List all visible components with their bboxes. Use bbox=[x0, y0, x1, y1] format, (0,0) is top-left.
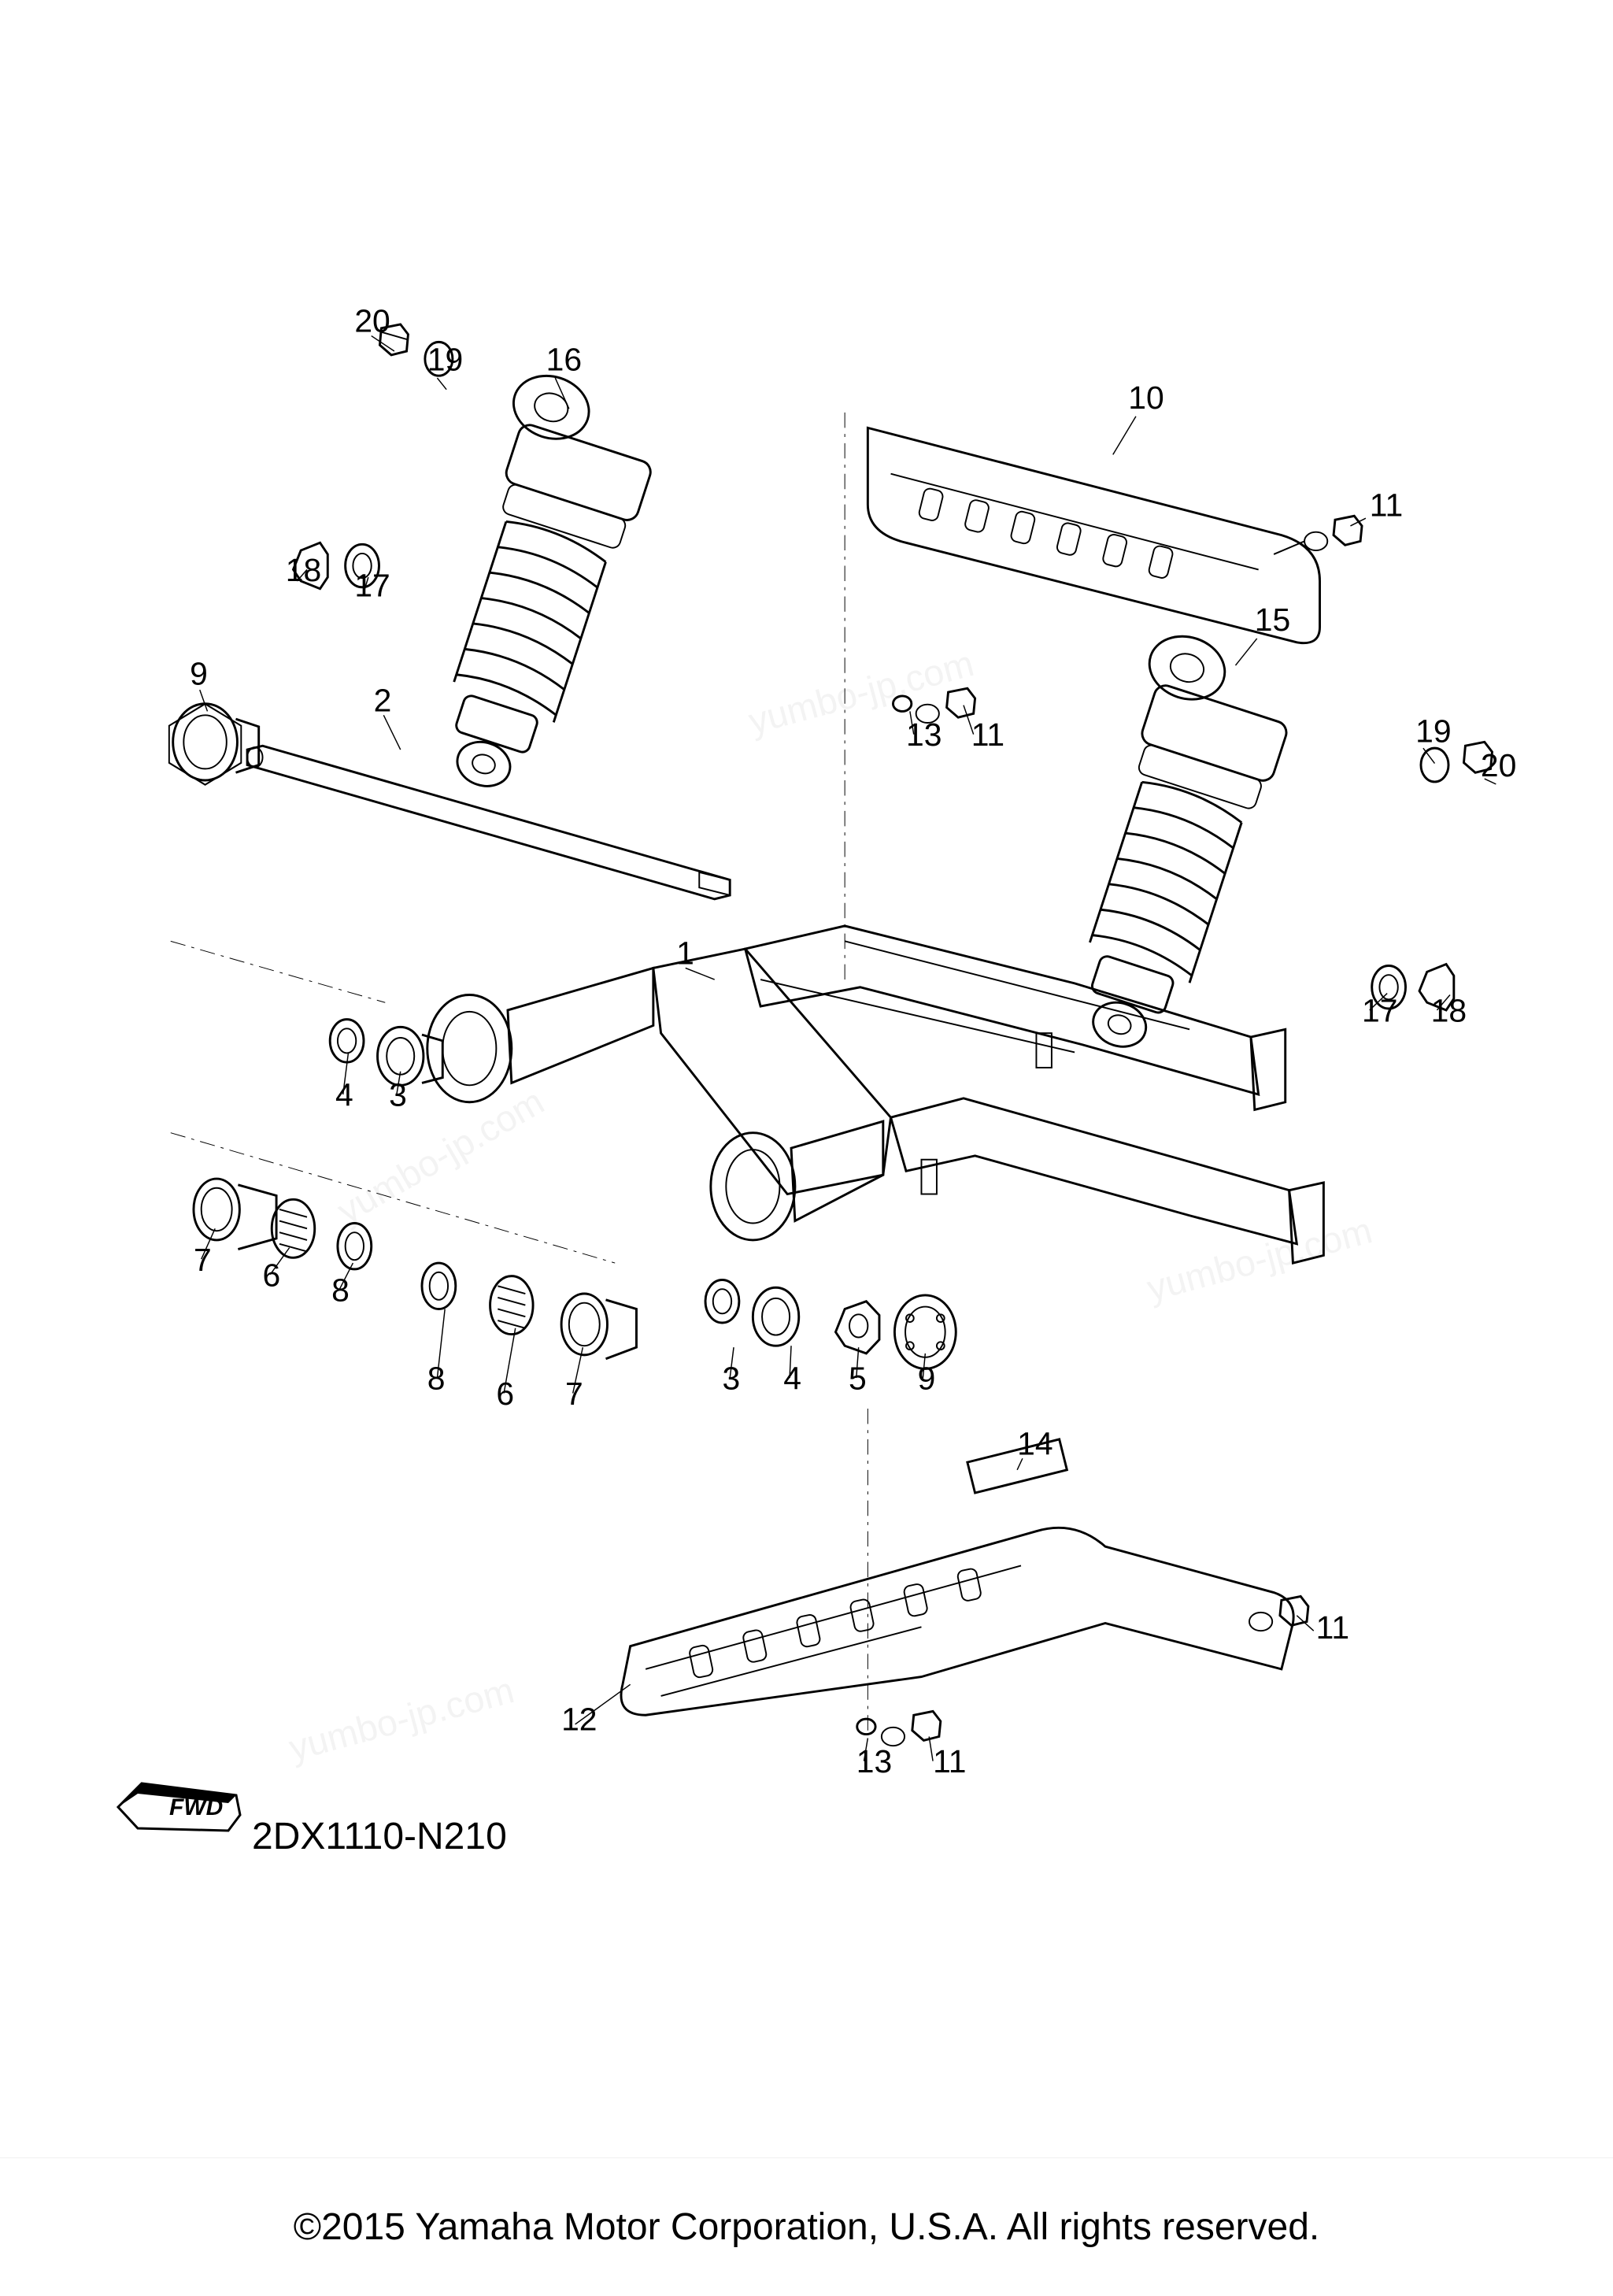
part-label-11: 11 bbox=[1316, 1609, 1349, 1646]
part-label-6: 6 bbox=[263, 1257, 281, 1293]
part-label-6: 6 bbox=[496, 1376, 514, 1412]
belt-guard-upper bbox=[868, 428, 1319, 643]
part-label-19: 19 bbox=[427, 341, 463, 377]
bushing-set-right bbox=[422, 1263, 636, 1359]
part-label-4: 4 bbox=[783, 1361, 801, 1397]
part-label-17: 17 bbox=[1362, 993, 1397, 1029]
bolt-11-top-right bbox=[1274, 516, 1362, 554]
part-label-3: 3 bbox=[389, 1077, 407, 1113]
part-label-10: 10 bbox=[1128, 380, 1164, 416]
part-label-13: 13 bbox=[906, 717, 942, 753]
part-label-8: 8 bbox=[331, 1272, 350, 1309]
part-label-3: 3 bbox=[722, 1361, 740, 1397]
part-label-16: 16 bbox=[546, 341, 582, 377]
part-label-12: 12 bbox=[561, 1702, 597, 1738]
end-cap-left bbox=[169, 704, 259, 785]
part-label-15: 15 bbox=[1255, 602, 1290, 638]
fwd-badge: FWD bbox=[110, 1772, 252, 1842]
collar-set-right bbox=[705, 1280, 799, 1346]
pivot-shaft bbox=[247, 746, 730, 899]
belt-guard-lower bbox=[621, 1528, 1293, 1715]
leader-lines bbox=[200, 336, 1496, 1761]
part-label-8: 8 bbox=[427, 1361, 446, 1397]
parts-diagram: yumbo-jp.com yumbo-jp.com yumbo-jp.com y… bbox=[0, 0, 1613, 2157]
part-label-19: 19 bbox=[1415, 713, 1451, 749]
watermark: yumbo-jp.com bbox=[745, 643, 979, 742]
watermark: yumbo-jp.com bbox=[331, 1080, 551, 1231]
part-label-9: 9 bbox=[918, 1361, 936, 1397]
part-label-4: 4 bbox=[335, 1077, 353, 1113]
part-label-2: 2 bbox=[374, 682, 392, 718]
part-label-18: 18 bbox=[286, 552, 321, 588]
center-line-horiz-1 bbox=[171, 941, 385, 1002]
part-label-11: 11 bbox=[933, 1743, 966, 1779]
collar-set-left bbox=[330, 1020, 442, 1086]
part-label-7: 7 bbox=[565, 1376, 583, 1412]
part-label-9: 9 bbox=[190, 655, 208, 691]
part-label-11: 11 bbox=[1370, 487, 1403, 523]
part-label-7: 7 bbox=[194, 1242, 212, 1278]
bolt-11-13-bottom bbox=[857, 1711, 941, 1746]
part-label-14: 14 bbox=[1017, 1425, 1053, 1461]
part-label-13: 13 bbox=[856, 1743, 892, 1779]
part-labels-group: 2019161011181715921311192017181437688673… bbox=[190, 303, 1516, 1780]
drawing-code: 2DX1110-N210 bbox=[252, 1815, 507, 1858]
swing-arm bbox=[427, 926, 1324, 1263]
fwd-text: FWD bbox=[169, 1794, 223, 1820]
part-label-11: 11 bbox=[971, 717, 1004, 753]
part-label-17: 17 bbox=[354, 567, 390, 603]
shock-absorber-left bbox=[397, 366, 670, 805]
page-container: yumbo-jp.com yumbo-jp.com yumbo-jp.com y… bbox=[0, 0, 1613, 2296]
part-label-1: 1 bbox=[676, 935, 694, 972]
watermark: yumbo-jp.com bbox=[1143, 1209, 1377, 1309]
copyright-text: ©2015 Yamaha Motor Corporation, U.S.A. A… bbox=[0, 2157, 1613, 2296]
watermark: yumbo-jp.com bbox=[285, 1669, 519, 1768]
watermark-group: yumbo-jp.com yumbo-jp.com yumbo-jp.com y… bbox=[285, 643, 1377, 1768]
pivot-nut bbox=[835, 1302, 879, 1354]
part-label-20: 20 bbox=[1481, 747, 1516, 783]
bolt-11-lower-right bbox=[1249, 1596, 1308, 1631]
part-label-18: 18 bbox=[1431, 993, 1467, 1029]
part-label-20: 20 bbox=[354, 303, 390, 339]
part-label-5: 5 bbox=[849, 1361, 867, 1397]
